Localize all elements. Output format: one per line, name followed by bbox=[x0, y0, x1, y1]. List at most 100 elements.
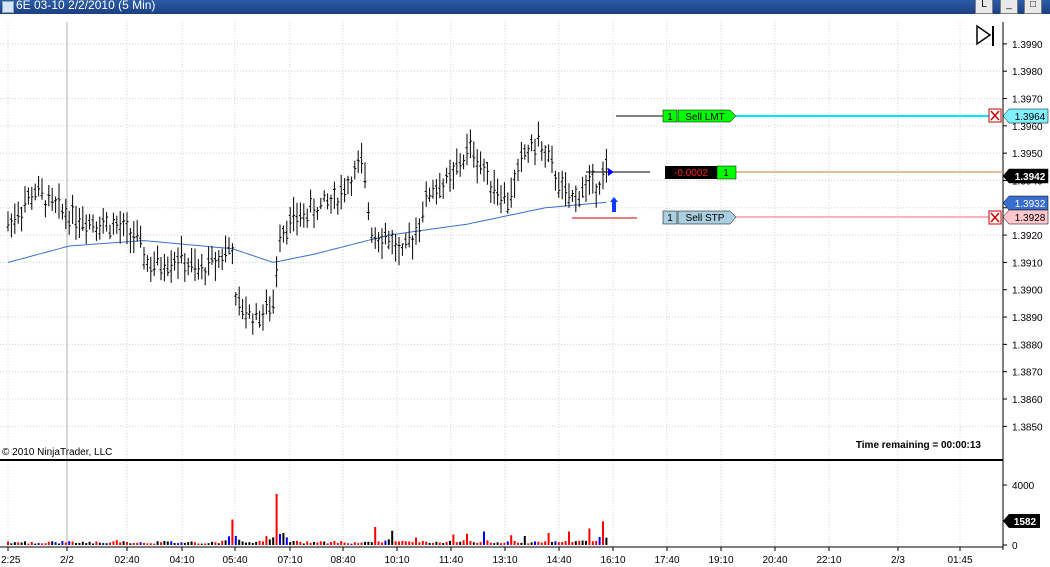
price-bar bbox=[67, 210, 71, 235]
price-bar bbox=[13, 203, 17, 234]
price-tick-label: 1.3900 bbox=[1012, 286, 1043, 297]
minimize-button[interactable]: _ bbox=[1000, 0, 1018, 14]
price-bar bbox=[479, 151, 483, 175]
price-tick-label: 1.3890 bbox=[1012, 313, 1043, 324]
price-bar bbox=[122, 212, 126, 237]
price-bar bbox=[366, 202, 370, 221]
price-bar bbox=[190, 247, 194, 273]
price-bar bbox=[57, 183, 61, 219]
time-tick-label: 17:40 bbox=[654, 555, 679, 566]
price-bar bbox=[54, 196, 58, 213]
price-bar bbox=[377, 232, 381, 253]
price-bar bbox=[50, 187, 54, 211]
price-bar bbox=[43, 200, 47, 218]
stop-price-tag: 1.3928 bbox=[1002, 209, 1049, 225]
price-bar bbox=[142, 247, 146, 270]
price-bar bbox=[268, 296, 272, 322]
price-chart[interactable]: 1.39901.39801.39701.39601.39501.39401.39… bbox=[0, 14, 1050, 567]
price-bar bbox=[315, 207, 319, 221]
entry-arrow-icon bbox=[608, 168, 614, 176]
limit-price-label: 1.3964 bbox=[1015, 112, 1046, 123]
price-tick-label: 1.3860 bbox=[1012, 395, 1043, 406]
price-bar bbox=[400, 243, 404, 256]
price-bar bbox=[91, 214, 95, 233]
price-bar bbox=[332, 181, 336, 209]
price-bar bbox=[292, 196, 296, 232]
play-right-margin-icon[interactable] bbox=[976, 24, 994, 46]
price-bar bbox=[81, 206, 85, 231]
price-bar bbox=[23, 186, 27, 213]
price-bar bbox=[499, 185, 503, 214]
price-bar bbox=[33, 183, 37, 201]
price-bar bbox=[560, 170, 564, 200]
price-bar bbox=[173, 251, 177, 271]
price-tick-label: 1.3970 bbox=[1012, 94, 1043, 105]
price-bar bbox=[254, 303, 258, 321]
sell-stop-label[interactable]: Sell STP bbox=[686, 213, 725, 224]
price-bar bbox=[533, 138, 537, 166]
window-title-bar[interactable]: 6E 03-10 2/2/2010 (5 Min) L _ □ bbox=[0, 0, 1050, 14]
price-bar bbox=[302, 203, 306, 228]
sell-stop-order[interactable]: 1 Sell STP bbox=[572, 210, 737, 225]
price-tick-label: 1.3920 bbox=[1012, 231, 1043, 242]
position-marker[interactable]: -0.0002 1 bbox=[586, 165, 737, 180]
price-bar bbox=[489, 180, 493, 203]
price-bar bbox=[47, 184, 51, 207]
price-tick-label: 1.3850 bbox=[1012, 422, 1043, 433]
price-bar bbox=[183, 253, 187, 282]
price-bar bbox=[526, 144, 530, 163]
price-bar bbox=[424, 181, 428, 207]
sell-limit-cancel-icon[interactable] bbox=[988, 108, 1002, 123]
price-tick-label: 1.3960 bbox=[1012, 122, 1043, 133]
chart-background bbox=[0, 14, 1050, 567]
sell-stop-cancel-icon[interactable] bbox=[988, 210, 1002, 225]
price-bar bbox=[176, 247, 180, 279]
price-bar bbox=[139, 225, 143, 248]
time-tick-label: 05:40 bbox=[222, 555, 247, 566]
price-bar bbox=[387, 230, 391, 250]
sell-limit-label[interactable]: Sell LMT bbox=[685, 112, 724, 123]
price-bar bbox=[285, 220, 289, 245]
price-bar bbox=[26, 187, 30, 205]
price-bar bbox=[37, 175, 41, 197]
price-bar bbox=[111, 212, 115, 235]
sell-limit-qty[interactable]: 1 bbox=[667, 112, 673, 123]
price-bar bbox=[224, 235, 228, 263]
price-bar bbox=[557, 171, 561, 198]
price-bar bbox=[353, 160, 357, 180]
price-bar bbox=[441, 178, 445, 199]
price-bar bbox=[380, 228, 384, 259]
layout-button[interactable]: L bbox=[975, 0, 993, 14]
price-bar bbox=[244, 296, 248, 329]
price-bar bbox=[326, 193, 330, 210]
price-bar bbox=[193, 248, 197, 281]
price-bar bbox=[179, 235, 183, 264]
last-price-label: 1.3942 bbox=[1015, 172, 1046, 183]
price-bar bbox=[288, 207, 292, 234]
sell-limit-order[interactable]: 1 Sell LMT bbox=[616, 109, 737, 123]
price-bar bbox=[101, 208, 105, 234]
time-tick-label: 10:10 bbox=[384, 555, 409, 566]
price-bar bbox=[213, 251, 217, 281]
price-bar bbox=[115, 215, 119, 234]
buy-arrow-icon bbox=[610, 197, 618, 212]
price-bar bbox=[475, 149, 479, 184]
time-tick-label: 08:40 bbox=[330, 555, 355, 566]
price-bar bbox=[30, 186, 34, 210]
price-bar bbox=[506, 192, 510, 214]
price-bar bbox=[383, 222, 387, 245]
price-bar bbox=[594, 183, 598, 208]
sell-stop-qty[interactable]: 1 bbox=[667, 213, 673, 224]
price-bar bbox=[462, 154, 466, 170]
sma-price-label: 1.3932 bbox=[1015, 199, 1046, 210]
panel-divider bbox=[0, 459, 1003, 461]
price-bar bbox=[281, 225, 285, 243]
price-bar bbox=[567, 183, 571, 208]
sma-price-tag: 1.3932 bbox=[1002, 195, 1049, 211]
price-bar bbox=[574, 185, 578, 213]
price-bar bbox=[516, 158, 520, 182]
time-tick-label: 04:10 bbox=[169, 555, 194, 566]
price-bar bbox=[20, 206, 24, 232]
maximize-button[interactable]: □ bbox=[1024, 0, 1042, 14]
price-bar bbox=[159, 256, 163, 281]
